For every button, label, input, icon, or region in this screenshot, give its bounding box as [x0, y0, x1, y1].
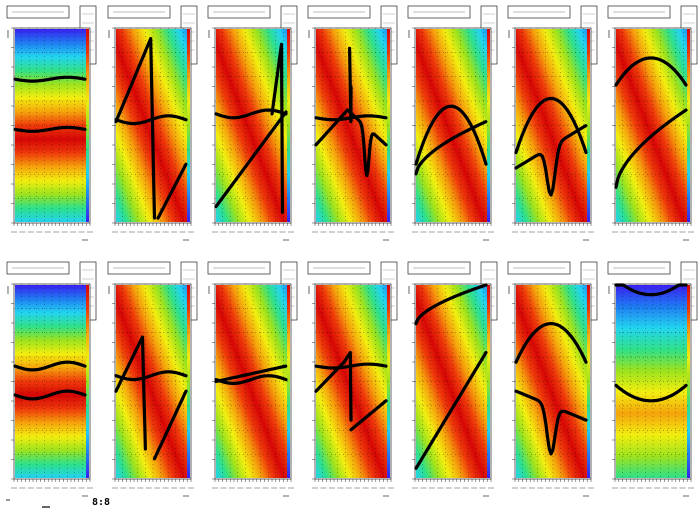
overlay-curve-1 [614, 56, 688, 87]
overlay-curve-3 [152, 389, 188, 461]
panel-3 [207, 5, 298, 241]
overlay-curve-2 [614, 383, 688, 403]
color-scale-bar [187, 29, 190, 222]
overlay-curve-3 [349, 399, 388, 432]
panel-13 [507, 261, 598, 497]
overlay-curve-2 [614, 108, 688, 189]
overlay-curve-2 [514, 389, 588, 456]
overlay-curve-2 [114, 114, 188, 126]
overlay-curve-2 [13, 389, 87, 401]
heatmap-fill [616, 285, 690, 478]
overlay-curve-2 [13, 125, 87, 133]
color-scale-bar [487, 29, 490, 222]
panel-5 [407, 5, 498, 241]
color-scale-bar [187, 285, 190, 478]
color-scale-bar [86, 29, 89, 222]
panel-1 [6, 5, 97, 241]
heatmap-fill [316, 285, 390, 478]
overlay-curve-1 [514, 96, 588, 155]
color-scale-bar [487, 285, 490, 478]
color-scale-bar [687, 29, 690, 222]
panel-6 [507, 5, 598, 241]
heatmap-fill [15, 285, 89, 478]
panel-9 [107, 261, 198, 497]
panel-2 [107, 5, 198, 241]
overlay-curve-2 [214, 364, 288, 384]
heatmap-fill [316, 29, 390, 222]
overlay-curve-2 [214, 108, 288, 120]
color-scale-bar [86, 285, 89, 478]
overlay-curve-1 [114, 335, 147, 451]
overlay-curve-1 [13, 360, 87, 372]
overlay-curve-2 [342, 350, 353, 422]
panel-14 [607, 261, 698, 497]
overlay-curve-1 [114, 37, 157, 220]
overlay-curve-3 [270, 42, 285, 214]
heatmap-fill [15, 29, 89, 222]
panel-7 [607, 5, 698, 241]
overlay-curve-4 [348, 46, 353, 124]
overlay-curve-2 [414, 283, 488, 326]
overlay-curve-1 [414, 104, 488, 166]
color-scale-bar [587, 285, 590, 478]
overlay-curve-1 [414, 350, 488, 470]
overlay-curve-3 [156, 162, 188, 220]
panel-4 [307, 5, 398, 241]
color-scale-bar [387, 29, 390, 222]
heatmap-fill [116, 285, 190, 478]
color-scale-bar [387, 285, 390, 478]
overlay-curve-3 [345, 108, 388, 178]
color-scale-bar [687, 285, 690, 478]
panel-8 [6, 261, 97, 497]
overlay-curve-1 [514, 322, 588, 364]
overlay-curve-2 [414, 120, 488, 176]
color-scale-bar [287, 285, 290, 478]
overlay-curve-2 [514, 123, 588, 197]
panel-12 [407, 261, 498, 497]
overlay-curve-2 [114, 370, 188, 382]
overlay-curve-1 [314, 108, 350, 147]
heatmap-fill [616, 29, 690, 222]
overlay-curve-1 [214, 110, 288, 209]
overlay-curve-1 [13, 75, 87, 83]
color-scale-bar [287, 29, 290, 222]
overlay-curve-1 [214, 374, 288, 385]
color-scale-bar [587, 29, 590, 222]
panel-10 [207, 261, 298, 497]
overlay-curve-1 [614, 283, 688, 297]
footer-label: 8:8 [92, 497, 111, 508]
overlay-curve-4 [314, 362, 388, 370]
panel-11 [307, 261, 398, 497]
